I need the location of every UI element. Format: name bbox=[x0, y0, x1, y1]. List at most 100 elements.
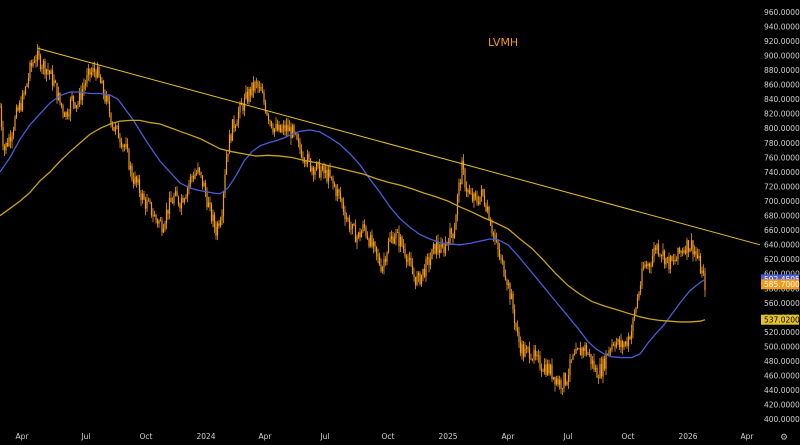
last-value-badge bbox=[761, 279, 799, 290]
candle-body bbox=[167, 209, 169, 214]
candle-body bbox=[572, 354, 574, 360]
candle-body bbox=[503, 261, 505, 276]
candle-body bbox=[197, 167, 199, 174]
candle-body bbox=[225, 156, 228, 175]
candle-body bbox=[681, 251, 684, 253]
candle-body bbox=[198, 167, 201, 173]
candle-body bbox=[116, 125, 118, 127]
candle-body bbox=[462, 160, 465, 170]
candle-body bbox=[530, 358, 532, 360]
candle-body bbox=[591, 360, 594, 364]
candle-body bbox=[191, 176, 193, 178]
settings-icon[interactable]: ⚙ bbox=[780, 433, 788, 443]
candle-body bbox=[266, 111, 268, 115]
candle-body bbox=[264, 102, 267, 112]
candle-body bbox=[495, 239, 498, 242]
candle-body bbox=[684, 250, 687, 254]
candle-body bbox=[252, 82, 255, 91]
candle-body bbox=[285, 124, 288, 132]
resistance-trendline[interactable] bbox=[37, 47, 761, 246]
candle-body bbox=[138, 179, 141, 193]
candle-body bbox=[105, 95, 108, 102]
candle-body bbox=[602, 358, 604, 377]
candle-body bbox=[156, 219, 159, 224]
candle-body bbox=[465, 187, 468, 192]
candle-body bbox=[449, 228, 451, 245]
candle-body bbox=[362, 224, 364, 232]
candle-body bbox=[401, 236, 403, 246]
candle-body bbox=[440, 244, 442, 253]
y-tick-label: 880.0000 bbox=[764, 66, 800, 75]
candle-body bbox=[569, 359, 571, 376]
candle-body bbox=[56, 82, 58, 100]
candle-body bbox=[689, 248, 691, 252]
candle-body bbox=[429, 259, 432, 266]
candle-body bbox=[318, 162, 321, 178]
candle-body bbox=[576, 348, 579, 350]
x-tick-label: Oct bbox=[140, 432, 153, 441]
candle-body bbox=[306, 153, 309, 164]
candle-body bbox=[372, 241, 375, 247]
candle-body bbox=[687, 240, 690, 252]
candle-body bbox=[510, 293, 513, 300]
candle-body bbox=[33, 61, 36, 63]
candle-body bbox=[375, 246, 378, 254]
candle-body bbox=[126, 144, 129, 150]
candle-body bbox=[570, 359, 573, 361]
candle-body bbox=[423, 268, 426, 277]
candle-body bbox=[612, 344, 615, 346]
y-tick-label: 700.0000 bbox=[764, 197, 800, 206]
moving-average-short-line bbox=[0, 91, 706, 359]
candle-body bbox=[258, 87, 261, 88]
candle-body bbox=[432, 243, 435, 249]
candle-body bbox=[251, 82, 253, 96]
candle-body bbox=[326, 169, 328, 182]
plot-area[interactable] bbox=[0, 44, 761, 396]
candle-body bbox=[300, 149, 303, 158]
candle-body bbox=[104, 94, 106, 102]
candle-body bbox=[0, 106, 3, 128]
candle-body bbox=[92, 68, 94, 73]
candle-body bbox=[333, 183, 336, 187]
candle-body bbox=[146, 200, 148, 209]
candle-body bbox=[488, 206, 490, 220]
candle-body bbox=[446, 242, 448, 243]
candle-body bbox=[248, 89, 250, 102]
candle-body bbox=[551, 364, 553, 379]
candle-body bbox=[575, 348, 577, 354]
candle-body bbox=[702, 270, 705, 274]
candle-body bbox=[350, 228, 352, 230]
y-tick-label: 800.0000 bbox=[764, 124, 800, 133]
candle-body bbox=[249, 89, 252, 96]
candle-body bbox=[90, 72, 93, 75]
candle-body bbox=[134, 176, 136, 184]
candle-body bbox=[270, 121, 273, 128]
candle-body bbox=[330, 176, 333, 178]
candle-body bbox=[638, 292, 640, 299]
candle-body bbox=[20, 102, 22, 111]
candle-body bbox=[414, 276, 417, 285]
candle-body bbox=[218, 223, 220, 226]
candle-body bbox=[203, 183, 205, 187]
candle-body bbox=[584, 345, 586, 351]
candle-body bbox=[519, 342, 522, 354]
candle-body bbox=[201, 175, 204, 187]
candle-body bbox=[176, 191, 178, 197]
candle-body bbox=[617, 339, 619, 343]
candle-body bbox=[434, 243, 436, 254]
candle-body bbox=[489, 219, 492, 226]
candle-body bbox=[186, 187, 189, 197]
candle-body bbox=[404, 248, 406, 257]
y-tick-label: 520.0000 bbox=[764, 328, 800, 337]
candle-body bbox=[12, 129, 15, 136]
candle-body bbox=[6, 142, 9, 146]
candle-body bbox=[342, 202, 345, 212]
candle-body bbox=[41, 67, 43, 69]
candle-body bbox=[96, 66, 99, 78]
candle-body bbox=[680, 251, 682, 253]
candle-body bbox=[71, 95, 73, 100]
candle-body bbox=[144, 199, 147, 209]
y-tick-label: 620.0000 bbox=[764, 255, 800, 264]
candle-body bbox=[644, 264, 646, 268]
